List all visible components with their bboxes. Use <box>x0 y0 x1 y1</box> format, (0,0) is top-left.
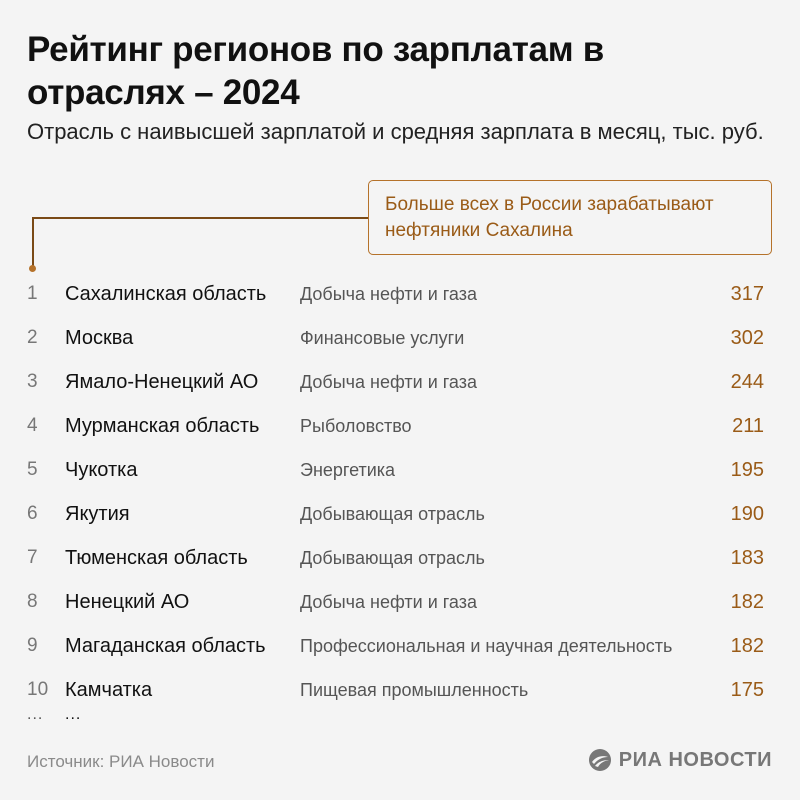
table-row: 3 Ямало-Ненецкий АО Добыча нефти и газа 244 <box>0 360 800 404</box>
table-row: 10 Камчатка Пищевая промышленность 175 <box>0 668 800 712</box>
industry-cell: Добывающая отрасль <box>300 548 485 568</box>
salary-value: 244 <box>730 371 764 393</box>
callout-connector-vertical <box>32 217 34 267</box>
industry-cell: Добывающая отрасль <box>300 504 485 524</box>
table-row: 5 Чукотка Энергетика 195 <box>0 448 800 492</box>
salary-value: 175 <box>730 679 764 701</box>
rank-cell: 10 <box>27 679 49 700</box>
ellipsis-rank: ... <box>27 706 44 723</box>
salary-value: 195 <box>730 459 764 481</box>
industry-cell: Энергетика <box>300 460 396 480</box>
salary-value: 211 <box>732 415 764 437</box>
industry-cell: Финансовые услуги <box>300 328 465 348</box>
rank-cell: 2 <box>27 327 38 348</box>
rank-cell: 7 <box>27 547 38 568</box>
industry-cell: Пищевая промышленность <box>300 680 529 700</box>
salary-value: 302 <box>730 327 764 349</box>
region-cell: Мурманская область <box>65 415 260 437</box>
table-row: 6 Якутия Добывающая отрасль 190 <box>0 492 800 536</box>
salary-value: 317 <box>730 283 764 305</box>
region-cell: Москва <box>65 327 134 349</box>
rank-cell: 5 <box>27 459 38 480</box>
source-note: Источник: РИА Новости <box>27 752 215 771</box>
region-cell: Магаданская область <box>65 635 266 657</box>
salary-value: 182 <box>730 635 764 657</box>
region-cell: Тюменская область <box>65 547 248 569</box>
industry-cell: Рыболовство <box>300 416 412 436</box>
table-row: 4 Мурманская область Рыболовство 211 <box>0 404 800 448</box>
region-cell: Сахалинская область <box>65 283 267 305</box>
rank-cell: 9 <box>27 635 38 656</box>
ranking-table: 1 Сахалинская область Добыча нефти и газа 3… <box>0 272 800 712</box>
table-row: 9 Магаданская область Профессиональная и н… <box>0 624 800 668</box>
chart-title: Рейтинг регионов по зарплатам в отраслях… <box>27 30 604 112</box>
industry-cell: Добыча нефти и газа <box>300 284 478 304</box>
rank-cell: 4 <box>27 415 38 436</box>
table-row: 7 Тюменская область Добывающая отрасль 183 <box>0 536 800 580</box>
region-cell: Ямало-Ненецкий АО <box>65 371 259 393</box>
ria-logo-text: РИА НОВОСТИ <box>618 749 772 771</box>
region-cell: Камчатка <box>65 679 153 701</box>
callout-connector-dot <box>29 265 36 272</box>
region-cell: Ненецкий АО <box>65 591 190 613</box>
chart-subtitle: Отрасль с наивысшей зарплатой и средняя … <box>27 119 764 144</box>
callout-note: Больше всех в России зарабатывают нефтян… <box>368 180 772 255</box>
ria-logo-icon <box>588 749 611 771</box>
region-cell: Якутия <box>65 503 130 525</box>
industry-cell: Добыча нефти и газа <box>300 592 478 612</box>
rank-cell: 8 <box>27 591 38 612</box>
callout-connector-horizontal <box>32 217 368 219</box>
salary-value: 183 <box>730 547 764 569</box>
salary-value: 190 <box>730 503 764 525</box>
rank-cell: 1 <box>27 283 38 304</box>
industry-cell: Профессиональная и научная деятельность <box>300 636 673 656</box>
rank-cell: 3 <box>27 371 38 392</box>
table-row: 2 Москва Финансовые услуги 302 <box>0 316 800 360</box>
rank-cell: 6 <box>27 503 38 524</box>
table-row: 8 Ненецкий АО Добыча нефти и газа 182 <box>0 580 800 624</box>
salary-value: 182 <box>730 591 764 613</box>
ria-logo: РИА НОВОСТИ <box>588 745 772 775</box>
table-row: 1 Сахалинская область Добыча нефти и газа 3… <box>0 272 800 316</box>
ellipsis-region: ... <box>65 706 82 723</box>
region-cell: Чукотка <box>65 459 138 481</box>
industry-cell: Добыча нефти и газа <box>300 372 478 392</box>
